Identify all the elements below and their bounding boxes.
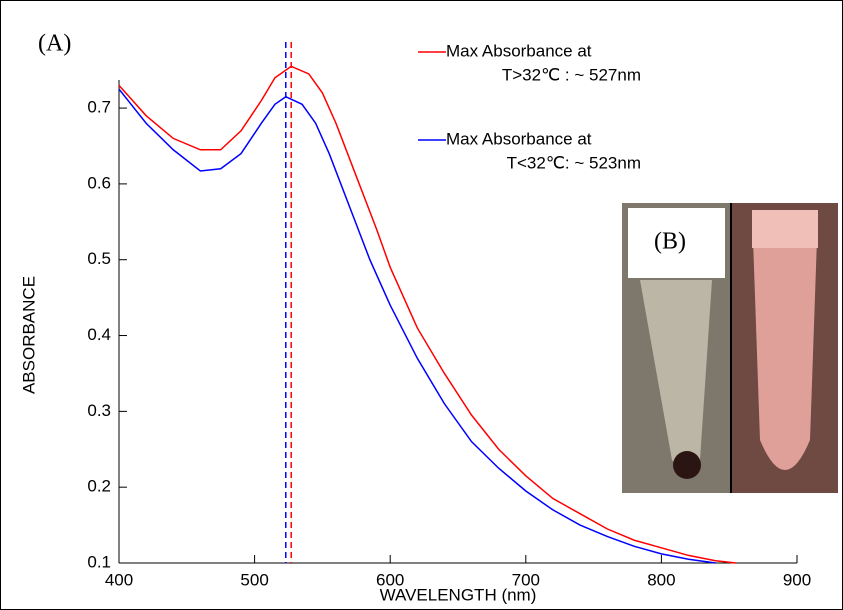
inset-photo (622, 203, 838, 493)
legend-label: T<32℃: ~ 523nm (507, 153, 641, 172)
y-tick-label: 0.2 (87, 477, 111, 496)
legend-label: Max Absorbance at (446, 41, 592, 60)
y-tick-label: 0.6 (87, 173, 111, 192)
x-tick-label: 700 (512, 570, 540, 589)
y-axis-label: ABSORBANCE (19, 276, 38, 394)
y-tick-label: 0.4 (87, 325, 111, 344)
y-tick-label: 0.7 (87, 98, 111, 117)
legend-label: Max Absorbance at (446, 129, 592, 148)
x-tick-label: 500 (240, 570, 268, 589)
x-axis-label: WAVELENGTH (nm) (380, 585, 537, 604)
legend-label: T>32℃ : ~ 527nm (502, 65, 641, 84)
y-tick-label: 0.1 (87, 552, 111, 571)
x-tick-label: 600 (376, 570, 404, 589)
inset-label: (B) (654, 229, 686, 255)
x-tick-label: 900 (783, 570, 811, 589)
spectrum-line (118, 88, 716, 564)
y-tick-label: 0.3 (87, 401, 111, 420)
x-tick-label: 400 (105, 570, 133, 589)
spectrum-line (118, 65, 737, 564)
panel-label: (A) (38, 31, 71, 57)
y-tick-label: 0.5 (87, 249, 111, 268)
x-tick-label: 800 (647, 570, 675, 589)
